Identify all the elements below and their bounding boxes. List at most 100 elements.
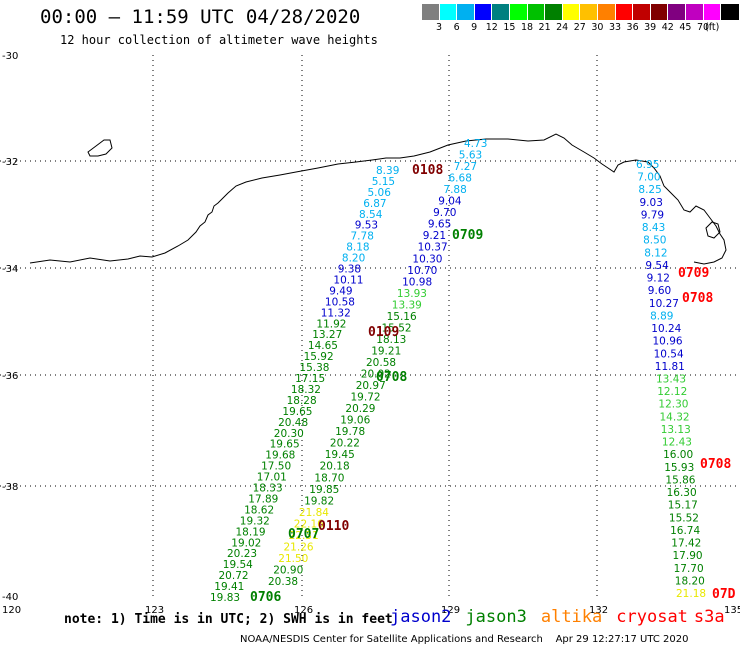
- lat-tick-label: -36: [2, 371, 18, 382]
- color-scale-tick: 15: [503, 22, 516, 33]
- color-swatch: [703, 4, 722, 20]
- swh-value: 8.50: [643, 235, 666, 247]
- swh-value: 17.01: [257, 472, 287, 484]
- swh-value: 13.43: [656, 374, 686, 386]
- swh-value: 20.38: [268, 576, 298, 588]
- color-scale-unit: (ft): [705, 22, 720, 33]
- swh-value: 20.90: [273, 565, 303, 577]
- pass-time-label: 0708: [376, 370, 407, 385]
- swh-value: 17.42: [671, 538, 701, 550]
- swh-value: 18.62: [244, 504, 274, 516]
- swh-value: 14.65: [308, 340, 338, 352]
- swh-value: 15.38: [299, 362, 329, 374]
- pass-time-label: 0709: [452, 228, 483, 243]
- color-swatch: [562, 4, 581, 20]
- color-swatch: [422, 4, 440, 20]
- swh-value: 15.86: [665, 474, 695, 486]
- swh-value: 20.48: [278, 417, 308, 429]
- swh-value: 11.32: [321, 307, 351, 319]
- color-swatch: [580, 4, 598, 20]
- swh-value: 17.50: [261, 461, 291, 473]
- swh-value: 19.65: [282, 406, 312, 418]
- color-scale-tick: 30: [591, 22, 604, 33]
- swh-value: 8.25: [638, 184, 661, 196]
- color-scale-tick: 33: [608, 22, 622, 33]
- lat-tick-label: -38: [2, 482, 18, 493]
- swh-value: 20.97: [356, 380, 386, 392]
- swh-value: 18.70: [314, 472, 344, 484]
- swh-value: 9.53: [355, 220, 378, 232]
- swh-value: 19.78: [335, 426, 365, 438]
- swh-value: 9.60: [648, 285, 671, 297]
- swh-value: 15.92: [304, 351, 334, 363]
- swh-value: 10.11: [333, 275, 363, 287]
- swh-value: 9.12: [647, 273, 670, 285]
- color-scale-tick: 27: [573, 22, 586, 33]
- map-subtitle: 12 hour collection of altimeter wave hei…: [60, 33, 378, 47]
- swh-value: 20.72: [219, 570, 249, 582]
- swh-value: 10.54: [654, 348, 684, 360]
- color-scale-tick: 21: [538, 22, 551, 33]
- swh-value: 16.00: [663, 449, 693, 461]
- swh-value: 18.13: [376, 334, 406, 346]
- lon-tick-label: 135: [724, 605, 740, 616]
- swh-value: 7.88: [443, 184, 466, 196]
- swh-value: 19.72: [351, 392, 381, 404]
- swh-value: 20.30: [274, 428, 304, 440]
- color-swatch: [474, 4, 493, 20]
- swh-value: 5.15: [372, 176, 395, 188]
- swh-value: 8.54: [359, 209, 383, 221]
- swh-value: 6.95: [636, 159, 659, 171]
- swh-value: 9.04: [438, 196, 462, 208]
- coastline: [29, 133, 727, 265]
- color-scale-tick: 42: [661, 22, 674, 33]
- swh-value: 8.20: [342, 253, 365, 265]
- legend-jason3: jason3: [465, 607, 527, 627]
- swh-value: 17.15: [295, 373, 325, 385]
- pass-time-label: 0706: [250, 590, 281, 605]
- swh-value: 20.18: [320, 461, 350, 473]
- legend-cryosat: cryosat: [616, 607, 688, 627]
- map-title: 00:00 – 11:59 UTC 04/28/2020: [40, 6, 361, 28]
- color-scale-tick: 9: [471, 22, 478, 33]
- swh-value: 22.31: [289, 530, 319, 542]
- swh-value: 22.16: [294, 518, 324, 530]
- swh-value: 21.26: [284, 541, 314, 553]
- swh-value: 9.03: [640, 197, 663, 209]
- color-scale-tick: 39: [644, 22, 657, 33]
- color-swatch: [439, 4, 458, 20]
- color-swatch: [615, 4, 634, 20]
- kangaroo-island: [87, 139, 113, 157]
- swh-value: 17.90: [673, 550, 703, 562]
- lon-tick-label: 120: [2, 605, 21, 616]
- swh-value: 20.02: [361, 369, 391, 381]
- swh-value: 10.96: [653, 336, 683, 348]
- pass-time-label: 0709: [678, 266, 709, 281]
- lat-tick-label: -30: [2, 51, 18, 62]
- swh-value: 18.32: [291, 384, 321, 396]
- lon-tick-label: 126: [294, 605, 313, 616]
- color-scale-tick: 18: [520, 22, 534, 33]
- swh-value: 5.63: [459, 150, 482, 162]
- swh-value: 9.70: [433, 207, 456, 219]
- color-scale-tick: 70: [696, 22, 710, 33]
- swh-value: 10.70: [407, 265, 437, 277]
- swh-value: 19.41: [214, 581, 244, 593]
- swh-value: 12.12: [657, 386, 687, 398]
- lon-tick-label: 129: [441, 605, 460, 616]
- swh-value: 13.27: [312, 329, 342, 341]
- swh-value: 19.02: [231, 537, 261, 549]
- swh-value: 9.21: [423, 230, 446, 242]
- color-swatch: [685, 4, 704, 20]
- color-swatch: [597, 4, 616, 20]
- swh-value: 8.12: [644, 247, 667, 259]
- swh-value: 19.21: [371, 346, 401, 358]
- color-swatch: [492, 4, 510, 20]
- swh-value: 13.39: [392, 299, 422, 311]
- swh-value: 10.30: [412, 253, 442, 265]
- swh-value: 17.89: [248, 494, 278, 506]
- swh-value: 19.54: [223, 559, 253, 571]
- swh-value: 12.30: [658, 399, 688, 411]
